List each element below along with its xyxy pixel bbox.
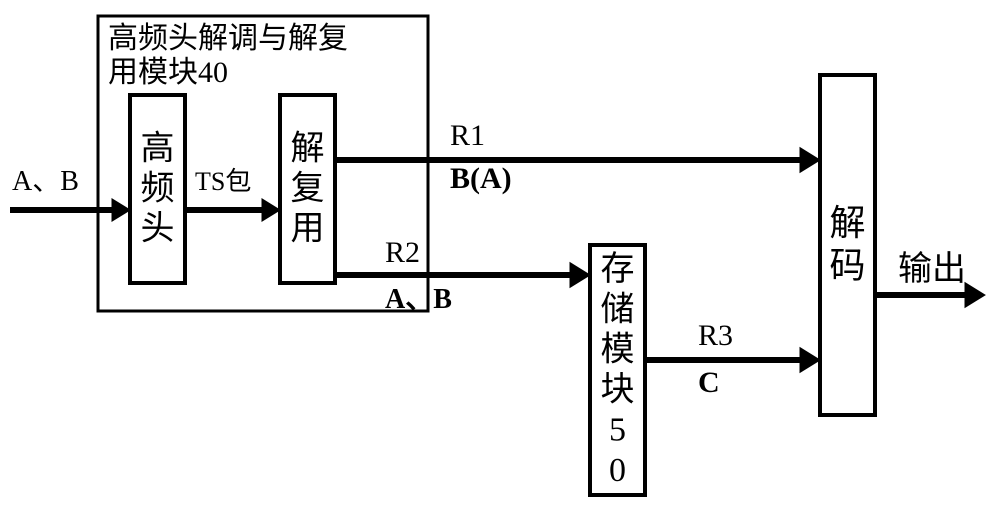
module40-title-line2: 用模块40 (108, 56, 228, 89)
char: 块 (601, 372, 635, 409)
edge-r3-label-bottom: C (698, 366, 720, 399)
ts-label: TS包 (195, 167, 251, 196)
tuner-box: 高频头 (130, 95, 185, 283)
char: 5 (609, 412, 626, 449)
module40-title-line1: 高频头解调与解复 (108, 22, 348, 55)
char: 模 (601, 330, 635, 368)
char: 解 (829, 203, 865, 243)
output-label: 输出 (898, 250, 966, 288)
edge-r1-label-bottom: B(A) (450, 162, 512, 195)
edge-r1-label-top: R1 (450, 119, 485, 152)
demux-box: 解复用 (280, 95, 335, 283)
char: 码 (829, 245, 865, 285)
edge-r3-label-top: R3 (698, 319, 733, 352)
input-label: A、B (12, 166, 79, 197)
char: 存 (601, 250, 635, 288)
char: 解 (291, 129, 325, 167)
char: 0 (609, 452, 626, 489)
edge-r3: R3 C (645, 319, 820, 399)
char: 储 (601, 290, 635, 328)
decoder-box: 解码 (820, 75, 875, 415)
edge-r2-label-top: R2 (385, 236, 420, 269)
char: 高 (141, 129, 175, 167)
storage-box: 存储模块50 (590, 245, 645, 495)
edge-input (10, 199, 130, 221)
edge-r2-label-bottom: A、B (385, 284, 452, 315)
char: 用 (291, 211, 325, 248)
char: 频 (141, 170, 175, 208)
char: 复 (291, 170, 325, 208)
char: 头 (141, 211, 175, 248)
